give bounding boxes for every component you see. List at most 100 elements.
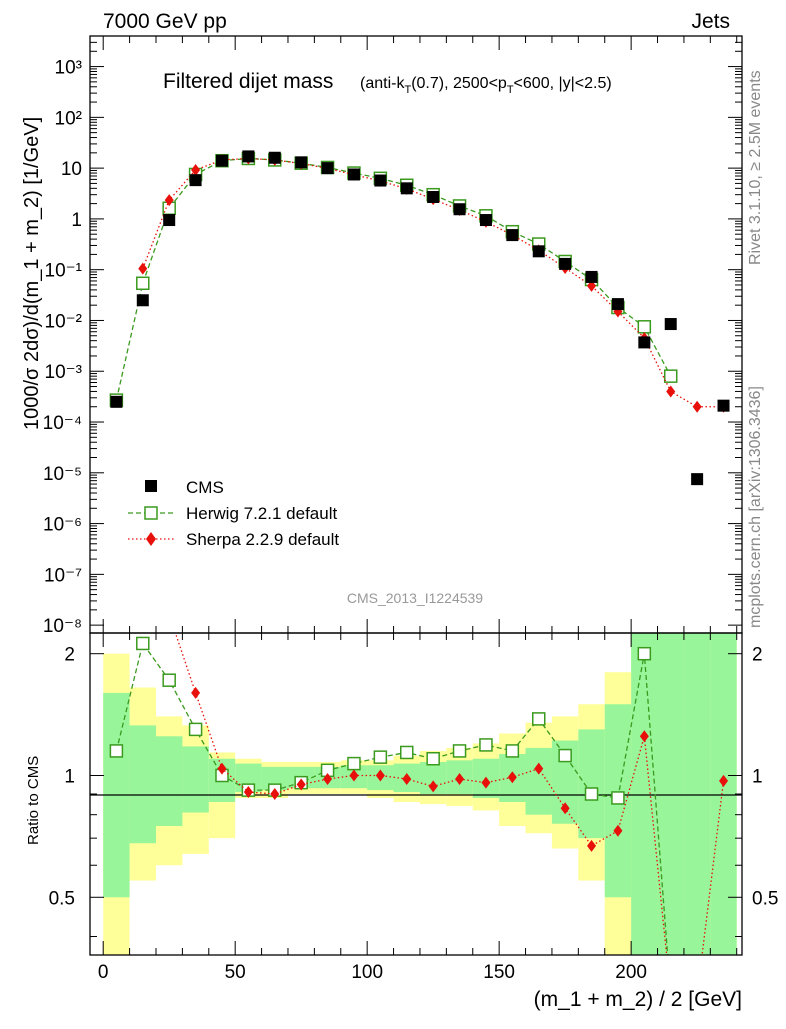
legend-label-cms: CMS [186,478,224,497]
point-cms [453,203,466,216]
y-tick-label-ratio: 0.5 [49,888,75,909]
point-cms [532,245,545,258]
point-cms [295,156,308,169]
point-sherpa [243,786,253,799]
y-tick-label-main: 10 [61,159,82,180]
point-herwig [426,751,440,766]
point-sherpa [323,773,333,786]
y-tick-label-main: 10⁻⁴ [43,413,82,434]
point-herwig [637,320,652,334]
point-sherpa [534,762,544,775]
point-sherpa [191,686,201,699]
band-stat-uncertainty [182,746,209,813]
legend: CMS Herwig 7.2.1 default Sherpa 2.2.9 de… [128,478,339,549]
point-sherpa [296,778,306,791]
y-tick-label-main: 10⁻¹ [45,261,83,282]
band-stat-uncertainty [631,633,658,955]
legend-marker-sherpa [146,532,156,546]
band-stat-uncertainty [155,736,183,827]
point-cms [321,162,334,175]
point-sherpa [481,776,491,789]
x-tick-label: 200 [615,962,647,983]
point-sherpa [639,730,649,743]
point-herwig [452,744,467,758]
y-tick-label-ratio: 2 [64,645,75,666]
point-sherpa [217,762,227,775]
side-label-bottom: mcplots.cern.ch [arXiv:1306.3436] [747,386,764,628]
point-cms [611,298,624,311]
point-cms [189,174,202,187]
watermark: CMS_2013_I1224539 [347,590,483,606]
point-cms [400,182,413,195]
point-herwig [162,673,176,687]
x-tick-label: 100 [351,962,383,983]
band-stat-uncertainty [129,725,156,844]
header-left: 7000 GeV pp [103,10,227,33]
point-sherpa [138,262,148,275]
chart-title: Filtered dijet mass [163,70,333,93]
point-herwig [188,722,203,737]
point-sherpa [270,788,280,800]
point-herwig [584,787,599,801]
point-herwig [663,369,678,383]
point-herwig [479,738,493,752]
y-axis-title-ratio: Ratio to CMS [25,756,42,845]
point-sherpa [428,780,438,793]
x-tick-label: 50 [225,962,246,983]
x-tick-label: 0 [98,962,109,983]
chart-subtitle: (anti-kT(0.7), 2500<pT<600, |y|<2.5) [360,75,612,96]
main-panel-series [109,150,730,486]
point-herwig [611,791,625,805]
point-cms [242,150,255,163]
legend-marker-herwig [144,506,158,520]
point-herwig [400,745,414,760]
point-sherpa [560,802,570,815]
point-sherpa [719,774,729,787]
point-cms [347,168,360,181]
point-herwig [347,756,361,771]
point-sherpa [349,769,359,782]
point-cms [585,270,598,283]
x-tick-label: 150 [483,962,515,983]
band-stat-uncertainty [710,633,737,955]
y-tick-label-main: 10⁻⁵ [43,464,82,485]
y-tick-label-main: 10² [55,108,82,129]
point-sherpa [375,769,385,782]
point-cms [110,395,123,408]
y-tick-label-main: 10⁻⁸ [43,616,82,637]
point-cms [664,318,677,331]
point-sherpa [507,771,517,784]
point-cms [163,214,176,227]
point-cms [506,229,519,242]
point-herwig [136,636,150,651]
band-stat-uncertainty [683,633,711,955]
point-sherpa [666,385,676,398]
point-sherpa [191,163,201,176]
y-tick-label-main: 10⁻² [45,311,83,332]
y-tick-label-main: 10³ [55,58,82,79]
y-tick-label-ratio-right: 1 [752,766,763,787]
point-herwig [531,712,546,726]
series-line-sherpa [142,157,724,408]
ratio-bands [103,633,737,955]
legend-label-herwig: Herwig 7.2.1 default [186,504,337,523]
series-line-herwig [115,157,672,401]
point-cms [136,294,149,307]
legend-marker-cms [145,480,157,492]
legend-label-sherpa: Sherpa 2.2.9 default [186,530,339,549]
point-cms [215,154,228,167]
point-cms [268,151,281,164]
point-cms [479,214,492,227]
y-tick-label-ratio-right: 0.5 [752,888,778,909]
y-tick-label-main: 10⁻⁷ [44,565,82,586]
y-tick-label-ratio-right: 2 [752,645,763,666]
point-cms [717,399,730,412]
band-stat-uncertainty [657,633,684,955]
point-herwig [373,750,388,764]
ratio-panel-series [109,633,729,955]
point-sherpa [613,824,623,837]
point-herwig [637,646,652,661]
band-stat-uncertainty [578,729,605,839]
point-sherpa [455,773,465,786]
